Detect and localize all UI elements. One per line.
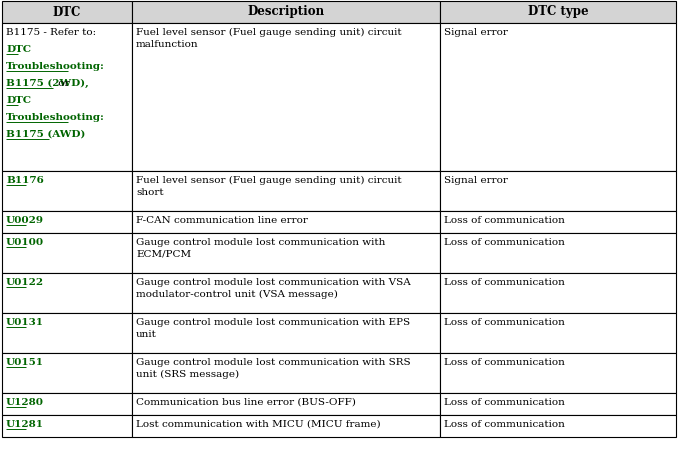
Text: Gauge control module lost communication with SRS
unit (SRS message): Gauge control module lost communication …	[136, 358, 411, 379]
Bar	[440, 171, 676, 211]
Bar	[2, 171, 132, 211]
Bar	[440, 211, 676, 233]
Text: Loss of communication: Loss of communication	[444, 318, 565, 327]
Text: DTC: DTC	[6, 45, 31, 54]
Bar	[132, 171, 440, 211]
Bar	[132, 1, 440, 23]
Text: Fuel level sensor (Fuel gauge sending unit) circuit
short: Fuel level sensor (Fuel gauge sending un…	[136, 176, 401, 197]
Bar	[440, 1, 676, 23]
Text: Description: Description	[247, 5, 325, 18]
Text: U0100: U0100	[6, 238, 44, 247]
Text: U1281: U1281	[6, 420, 44, 429]
Text: B1175 (AWD): B1175 (AWD)	[6, 130, 85, 139]
Bar	[132, 393, 440, 415]
Bar	[2, 211, 132, 233]
Text: Fuel level sensor (Fuel gauge sending unit) circuit
malfunction: Fuel level sensor (Fuel gauge sending un…	[136, 28, 401, 49]
Bar	[2, 1, 132, 23]
Bar	[132, 415, 440, 437]
Text: B1175 - Refer to:: B1175 - Refer to:	[6, 28, 96, 37]
Text: B1176: B1176	[6, 176, 44, 185]
Bar	[132, 273, 440, 313]
Bar	[132, 211, 440, 233]
Text: Gauge control module lost communication with EPS
unit: Gauge control module lost communication …	[136, 318, 410, 339]
Text: Gauge control module lost communication with VSA
modulator-control unit (VSA mes: Gauge control module lost communication …	[136, 278, 411, 299]
Bar	[440, 393, 676, 415]
Bar	[2, 415, 132, 437]
Text: U0131: U0131	[6, 318, 44, 327]
Bar	[2, 233, 132, 273]
Text: Loss of communication: Loss of communication	[444, 398, 565, 407]
Text: Communication bus line error (BUS-OFF): Communication bus line error (BUS-OFF)	[136, 398, 356, 407]
Bar	[2, 313, 132, 353]
Text: U1280: U1280	[6, 398, 44, 407]
Bar	[440, 23, 676, 171]
Text: Loss of communication: Loss of communication	[444, 358, 565, 367]
Text: Lost communication with MICU (MICU frame): Lost communication with MICU (MICU frame…	[136, 420, 380, 429]
Text: DTC type: DTC type	[527, 5, 589, 18]
Bar	[440, 313, 676, 353]
Text: Gauge control module lost communication with
ECM/PCM: Gauge control module lost communication …	[136, 238, 385, 259]
Text: Loss of communication: Loss of communication	[444, 238, 565, 247]
Bar	[2, 23, 132, 171]
Text: F-CAN communication line error: F-CAN communication line error	[136, 216, 308, 225]
Bar	[2, 273, 132, 313]
Bar	[132, 23, 440, 171]
Text: Loss of communication: Loss of communication	[444, 216, 565, 225]
Text: U0029: U0029	[6, 216, 44, 225]
Bar	[440, 353, 676, 393]
Text: Signal error: Signal error	[444, 28, 508, 37]
Bar	[2, 393, 132, 415]
Bar	[440, 415, 676, 437]
Text: U0151: U0151	[6, 358, 44, 367]
Text: Loss of communication: Loss of communication	[444, 278, 565, 287]
Text: Signal error: Signal error	[444, 176, 508, 185]
Bar	[132, 353, 440, 393]
Text: U0122: U0122	[6, 278, 44, 287]
Bar	[2, 353, 132, 393]
Bar	[132, 313, 440, 353]
Text: B1175 (2WD),: B1175 (2WD),	[6, 79, 89, 88]
Text: Troubleshooting:: Troubleshooting:	[6, 62, 105, 71]
Text: Troubleshooting:: Troubleshooting:	[6, 113, 105, 122]
Text: DTC: DTC	[6, 96, 31, 105]
Text: Loss of communication: Loss of communication	[444, 420, 565, 429]
Bar	[440, 233, 676, 273]
Bar	[132, 233, 440, 273]
Text: or: or	[55, 79, 69, 88]
Bar	[440, 273, 676, 313]
Text: DTC: DTC	[53, 5, 81, 18]
